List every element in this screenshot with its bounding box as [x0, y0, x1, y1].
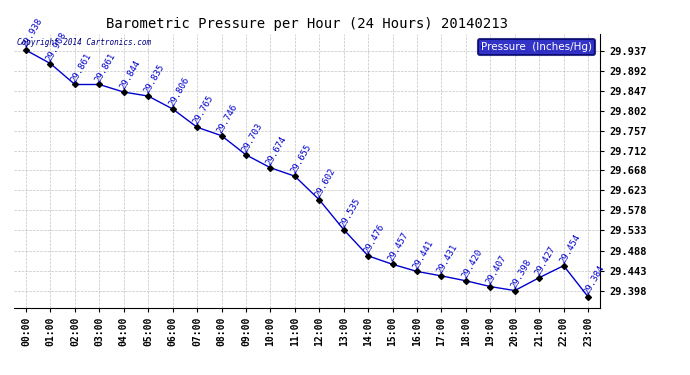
Text: 29.861: 29.861 [93, 51, 117, 84]
Text: 29.476: 29.476 [362, 222, 386, 255]
Text: 29.655: 29.655 [289, 143, 313, 175]
Text: 29.454: 29.454 [558, 232, 582, 265]
Text: 29.861: 29.861 [69, 51, 93, 84]
Text: Copyright 2014 Cartronics.com: Copyright 2014 Cartronics.com [17, 38, 151, 47]
Text: 29.431: 29.431 [435, 243, 460, 275]
Text: 29.407: 29.407 [484, 253, 509, 286]
Text: 29.457: 29.457 [386, 231, 411, 263]
Text: 29.535: 29.535 [338, 196, 362, 229]
Title: Barometric Pressure per Hour (24 Hours) 20140213: Barometric Pressure per Hour (24 Hours) … [106, 17, 508, 31]
Text: 29.441: 29.441 [411, 238, 435, 270]
Text: 29.674: 29.674 [264, 134, 288, 167]
Text: 29.938: 29.938 [20, 17, 44, 50]
Text: 29.835: 29.835 [142, 63, 166, 95]
Text: 29.908: 29.908 [45, 30, 68, 63]
Text: 29.703: 29.703 [240, 122, 264, 154]
Text: 29.420: 29.420 [460, 248, 484, 280]
Text: 29.602: 29.602 [313, 166, 337, 199]
Text: 29.384: 29.384 [582, 264, 606, 296]
Text: 29.398: 29.398 [509, 257, 533, 290]
Legend: Pressure  (Inches/Hg): Pressure (Inches/Hg) [478, 39, 595, 55]
Text: 29.844: 29.844 [118, 59, 142, 91]
Text: 29.427: 29.427 [533, 244, 558, 277]
Text: 29.746: 29.746 [216, 102, 239, 135]
Text: 29.765: 29.765 [191, 94, 215, 126]
Text: 29.806: 29.806 [167, 76, 190, 108]
